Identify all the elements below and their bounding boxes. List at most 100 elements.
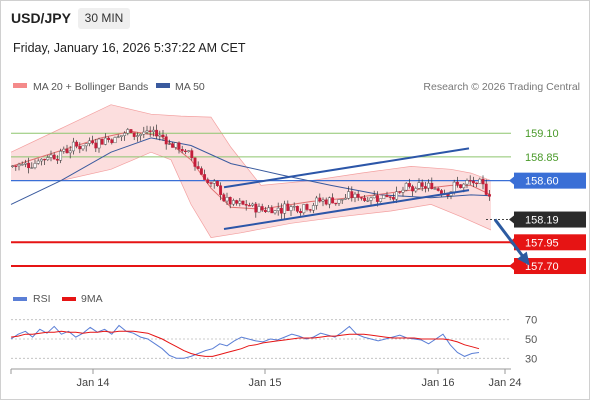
candle-body-142	[465, 180, 469, 185]
candle-body-16	[62, 148, 66, 152]
ma20-legend-label: MA 20 + Bollinger Bands	[33, 81, 148, 93]
ma50-legend-label: MA 50	[175, 81, 205, 93]
candle-body-83	[276, 207, 280, 211]
candle-body-98	[324, 199, 328, 205]
level-label-3: 158.19	[525, 215, 559, 227]
candle-body-144	[471, 180, 475, 184]
candle-body-143	[468, 180, 472, 182]
candle-body-1	[14, 165, 18, 167]
candle-body-99	[327, 197, 331, 205]
candle-body-114	[375, 195, 379, 202]
rsi-tick-0: 70	[525, 315, 537, 327]
timeframe-badge[interactable]: 30 MIN	[78, 8, 130, 29]
candle-body-120	[395, 191, 399, 200]
candle-body-10	[43, 158, 47, 161]
candle-body-95	[315, 197, 319, 206]
bollinger-lower	[11, 151, 492, 238]
candle-body-8	[36, 160, 40, 164]
channel-lower	[223, 189, 470, 231]
chart-datetime: Friday, January 16, 2026 5:37:22 AM CET	[13, 41, 246, 55]
x-tick-label-3: Jan 24	[488, 377, 521, 389]
candle-body-54	[183, 150, 187, 152]
level-pointer-2	[509, 176, 514, 185]
candle-body-73	[244, 204, 248, 206]
candle-body-133	[436, 188, 440, 191]
candle-body-94	[311, 205, 315, 211]
candle-body-78	[260, 206, 264, 211]
x-tick-label-2: Jan 16	[421, 377, 454, 389]
rsi-series-1	[10, 330, 480, 357]
x-tick-label-0: Jan 14	[76, 377, 109, 389]
symbol-title: USD/JPY	[11, 10, 71, 26]
rsi-ma-legend-label: 9MA	[81, 293, 103, 305]
candle-body-91	[302, 204, 306, 214]
candle-body-38	[132, 132, 136, 137]
candle-body-124	[407, 183, 411, 187]
candle-body-56	[190, 150, 194, 159]
candle-body-3	[20, 164, 24, 166]
level-pointer-5	[509, 262, 514, 271]
candle-body-52	[177, 142, 181, 150]
candle-body-19	[71, 141, 75, 152]
x-tick-label-1: Jan 15	[248, 377, 281, 389]
candle-body-127	[417, 182, 421, 189]
candle-body-45	[155, 129, 159, 137]
candle-body-130	[427, 182, 431, 189]
level-label-5: 157.70	[525, 261, 559, 273]
candle-body-53	[180, 149, 184, 152]
candle-body-43	[148, 130, 152, 132]
candle-body-36	[126, 129, 130, 134]
candle-body-47	[161, 134, 165, 137]
candle-body-119	[391, 197, 395, 200]
candle-body-57	[193, 157, 197, 167]
level-box-4	[514, 234, 586, 251]
candle-body-92	[305, 204, 309, 210]
candle-body-113	[372, 195, 376, 199]
candle-body-111	[366, 200, 370, 202]
level-box-5	[514, 258, 586, 275]
candle-body-25	[91, 140, 95, 144]
candle-body-96	[318, 197, 322, 202]
candle-body-55	[187, 150, 191, 152]
candle-body-105	[347, 191, 351, 199]
ma20-legend-swatch	[13, 83, 27, 88]
candle-body-29	[103, 137, 107, 145]
candle-body-131	[430, 182, 434, 190]
candle-body-139	[455, 181, 459, 185]
candle-body-85	[283, 203, 287, 214]
candle-body-6	[30, 167, 34, 169]
candle-body-60	[203, 174, 207, 180]
candle-body-51	[174, 142, 178, 148]
candle-body-123	[404, 183, 408, 191]
candle-body-149	[487, 194, 491, 197]
candle-body-102	[337, 199, 341, 204]
candle-body-42	[145, 130, 149, 133]
candle-body-87	[289, 206, 293, 211]
candle-body-77	[257, 206, 261, 213]
rsi-ma-legend-swatch	[62, 297, 76, 301]
candle-body-100	[331, 197, 335, 204]
candle-body-34	[119, 135, 123, 137]
candle-body-12	[49, 154, 53, 158]
candle-body-46	[158, 134, 162, 137]
candle-body-90	[299, 211, 303, 214]
candle-body-107	[353, 193, 357, 198]
candle-body-59	[199, 168, 203, 175]
level-label-1: 158.85	[525, 152, 559, 164]
candle-body-48	[164, 136, 168, 145]
candle-body-11	[46, 157, 50, 160]
candle-body-81	[270, 207, 274, 214]
candle-body-101	[334, 202, 338, 205]
candle-body-88	[292, 206, 296, 208]
candle-body-32	[113, 137, 117, 144]
level-pointer-3	[509, 215, 514, 224]
candle-body-126	[414, 188, 418, 192]
candle-body-108	[356, 193, 360, 198]
candle-body-89	[295, 206, 299, 212]
candle-body-30	[107, 137, 111, 140]
candle-body-27	[97, 138, 101, 149]
candle-body-14	[55, 158, 59, 161]
candle-body-72	[241, 200, 245, 205]
candle-body-40	[139, 133, 143, 136]
